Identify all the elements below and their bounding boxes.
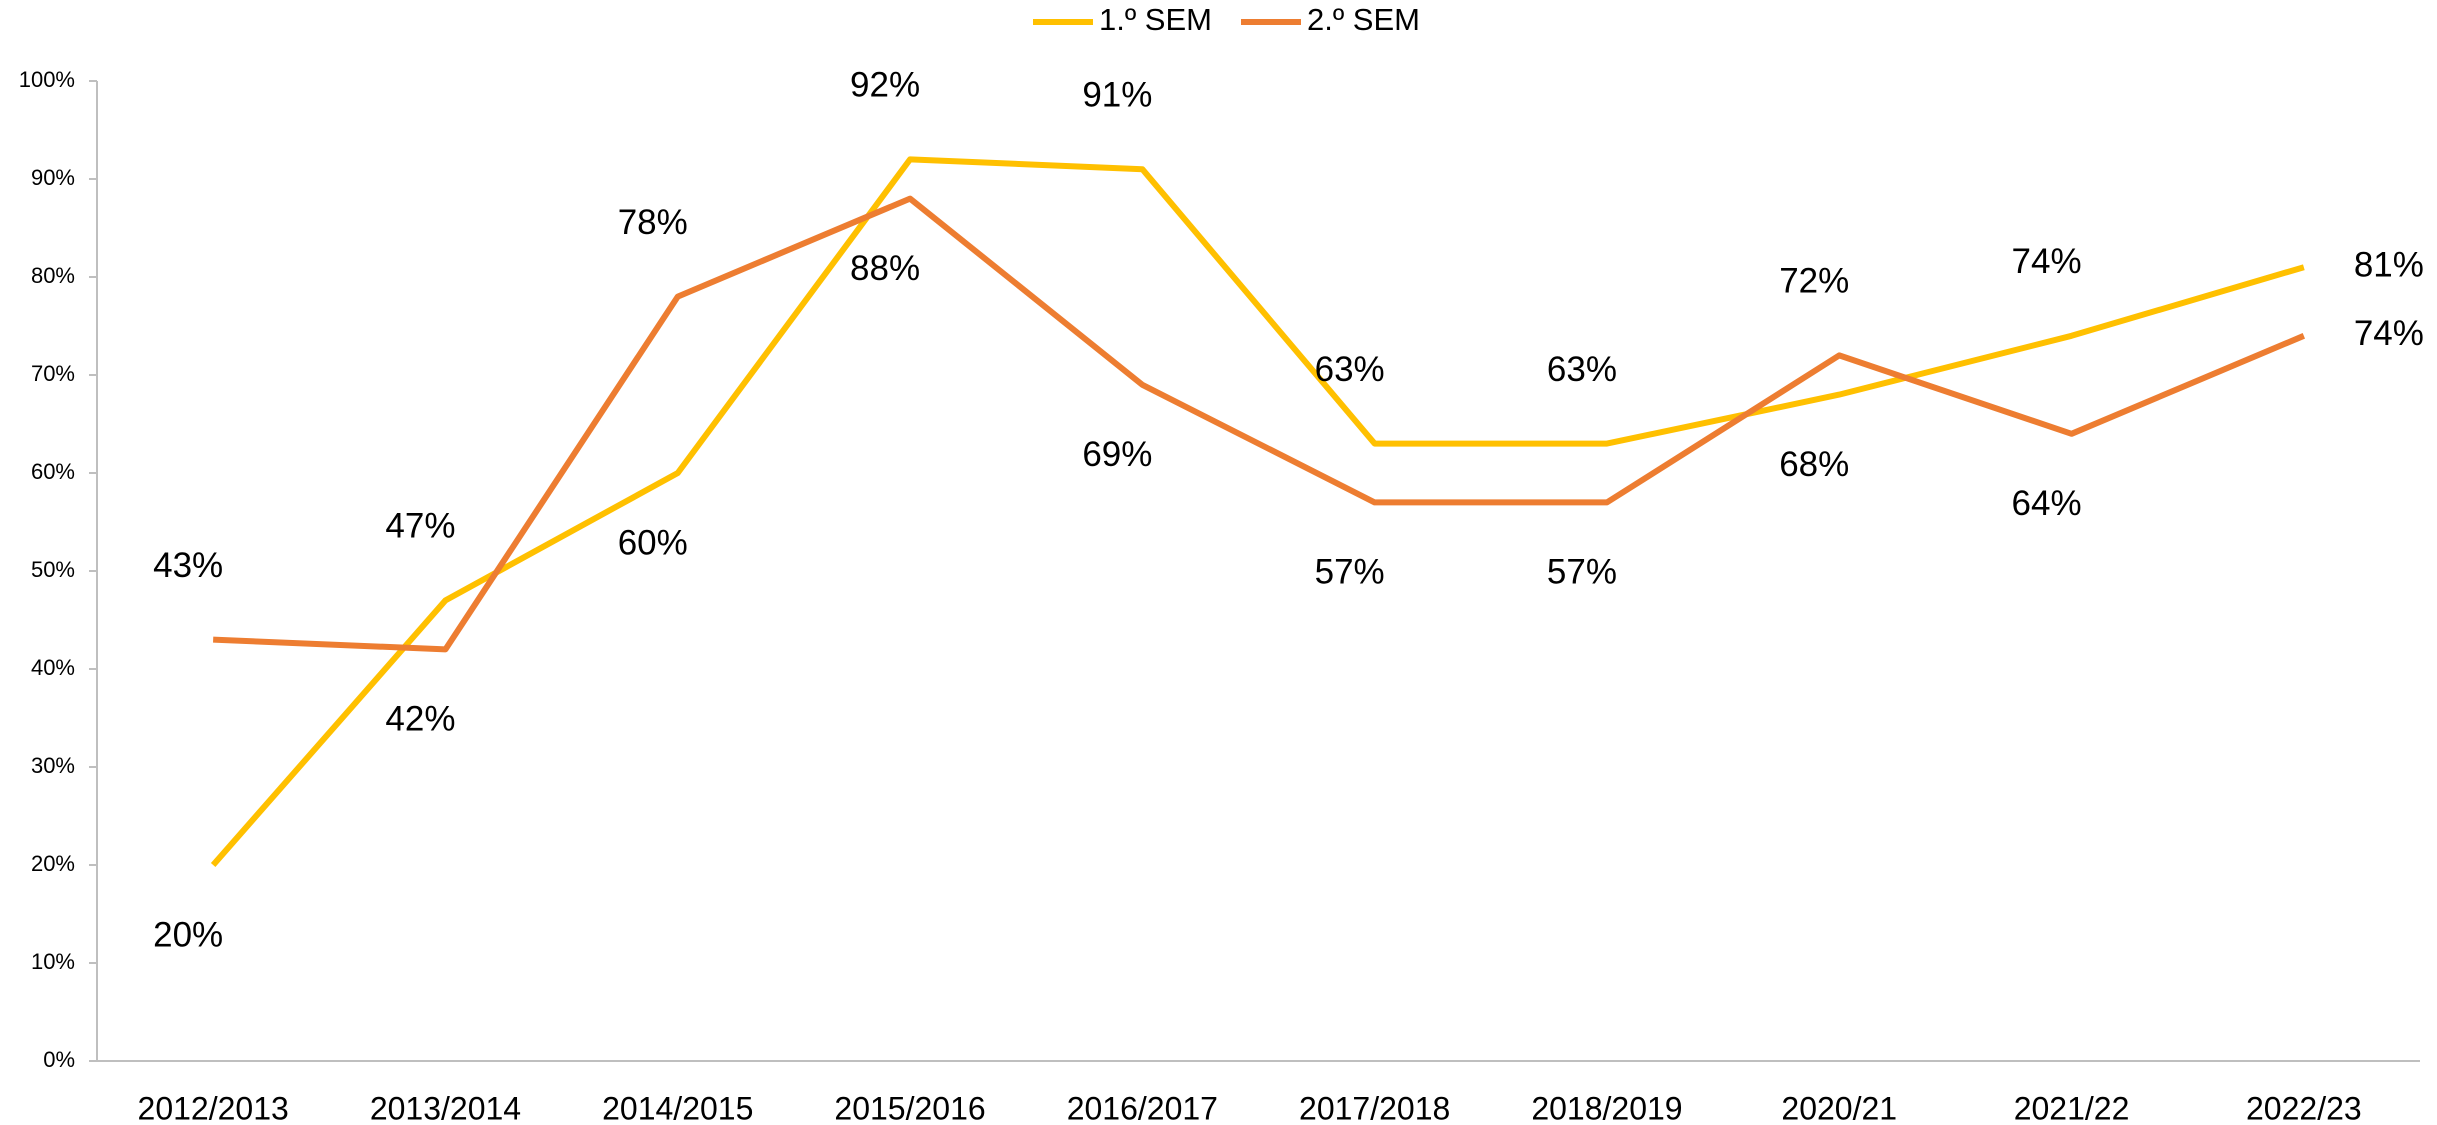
x-tick-label: 2022/23 — [2246, 1090, 2362, 1125]
data-label: 63% — [1315, 350, 1385, 389]
data-label: 78% — [618, 203, 688, 242]
y-tick-label: 70% — [31, 361, 75, 386]
data-label: 88% — [850, 249, 920, 288]
y-tick-label: 100% — [19, 67, 75, 92]
y-tick-label: 50% — [31, 557, 75, 582]
x-tick-label: 2017/2018 — [1299, 1090, 1450, 1125]
y-tick-label: 90% — [31, 165, 75, 190]
data-label: 42% — [385, 700, 455, 739]
data-label: 91% — [1082, 75, 1152, 114]
data-label: 74% — [2012, 242, 2082, 281]
y-tick-label: 60% — [31, 459, 75, 484]
x-tick-label: 2013/2014 — [370, 1090, 521, 1125]
y-tick-label: 30% — [31, 753, 75, 778]
data-label: 64% — [2012, 484, 2082, 523]
x-tick-label: 2018/2019 — [1531, 1090, 1682, 1125]
data-label: 20% — [153, 915, 223, 954]
x-tick-label: 2015/2016 — [834, 1090, 985, 1125]
data-label: 92% — [850, 66, 920, 105]
series-line — [213, 195, 2306, 653]
data-label: 60% — [618, 523, 688, 562]
data-label: 81% — [2354, 245, 2424, 284]
data-label: 57% — [1315, 553, 1385, 592]
data-label: 63% — [1547, 350, 1617, 389]
data-label: 43% — [153, 546, 223, 585]
series-line — [210, 156, 2305, 867]
y-tick-label: 0% — [43, 1047, 75, 1072]
x-tick-label: 2021/22 — [2014, 1090, 2130, 1125]
x-tick-label: 2014/2015 — [602, 1090, 753, 1125]
data-label: 74% — [2354, 314, 2424, 353]
y-tick-label: 20% — [31, 851, 75, 876]
data-label: 57% — [1547, 553, 1617, 592]
legend-label: 1.º SEM — [1099, 2, 1212, 37]
y-tick-label: 40% — [31, 655, 75, 680]
data-label: 47% — [385, 507, 455, 546]
legend-label: 2.º SEM — [1307, 2, 1420, 37]
data-label: 69% — [1082, 435, 1152, 474]
x-tick-label: 2016/2017 — [1067, 1090, 1218, 1125]
y-tick-label: 10% — [31, 949, 75, 974]
x-tick-label: 2020/21 — [1781, 1090, 1897, 1125]
data-label: 68% — [1779, 445, 1849, 484]
y-tick-label: 80% — [31, 263, 75, 288]
data-label: 72% — [1779, 262, 1849, 301]
x-tick-label: 2012/2013 — [138, 1090, 289, 1125]
